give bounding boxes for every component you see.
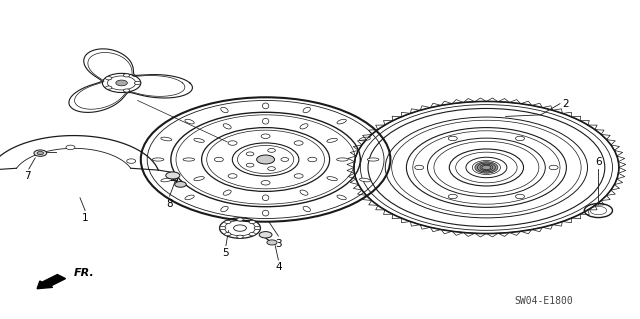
Circle shape	[246, 152, 254, 156]
Circle shape	[415, 165, 424, 170]
Circle shape	[254, 226, 260, 230]
Ellipse shape	[303, 206, 310, 212]
Circle shape	[124, 89, 130, 92]
Circle shape	[475, 162, 498, 173]
Ellipse shape	[194, 177, 204, 181]
Ellipse shape	[337, 119, 346, 124]
Circle shape	[116, 80, 127, 86]
Text: 6: 6	[595, 157, 602, 167]
Circle shape	[261, 134, 270, 138]
Text: 3: 3	[275, 239, 282, 249]
Ellipse shape	[337, 195, 346, 200]
Text: 1: 1	[82, 213, 88, 223]
Circle shape	[477, 163, 495, 172]
Circle shape	[124, 74, 130, 77]
Circle shape	[249, 220, 255, 224]
Ellipse shape	[221, 107, 228, 113]
Ellipse shape	[221, 206, 228, 212]
Circle shape	[214, 157, 223, 162]
Circle shape	[37, 152, 44, 155]
Circle shape	[281, 158, 289, 161]
Circle shape	[294, 174, 303, 178]
Circle shape	[134, 81, 141, 85]
Ellipse shape	[183, 158, 195, 161]
Circle shape	[246, 163, 254, 167]
Text: SW04-E1800: SW04-E1800	[515, 296, 573, 307]
Ellipse shape	[223, 190, 231, 195]
Circle shape	[448, 136, 458, 141]
Ellipse shape	[367, 158, 379, 161]
Text: FR.: FR.	[74, 268, 95, 278]
Text: 8: 8	[166, 199, 173, 209]
Ellipse shape	[337, 158, 348, 161]
Ellipse shape	[300, 124, 308, 129]
Circle shape	[166, 172, 180, 179]
Circle shape	[268, 148, 275, 152]
Circle shape	[175, 182, 186, 187]
Ellipse shape	[262, 118, 269, 124]
Ellipse shape	[327, 177, 337, 181]
Ellipse shape	[327, 138, 337, 142]
Ellipse shape	[262, 195, 269, 201]
Circle shape	[261, 181, 270, 185]
Circle shape	[225, 233, 231, 236]
Circle shape	[549, 165, 558, 170]
Circle shape	[267, 240, 277, 245]
Ellipse shape	[161, 137, 172, 141]
Circle shape	[259, 232, 272, 238]
FancyArrow shape	[37, 275, 65, 289]
Ellipse shape	[262, 103, 269, 109]
Circle shape	[480, 164, 493, 171]
Ellipse shape	[360, 137, 371, 141]
Ellipse shape	[223, 124, 231, 129]
Circle shape	[234, 225, 246, 231]
Circle shape	[516, 194, 525, 199]
Circle shape	[482, 165, 491, 170]
Circle shape	[448, 194, 458, 199]
Circle shape	[106, 86, 112, 89]
Ellipse shape	[262, 210, 269, 216]
Circle shape	[34, 150, 47, 156]
Text: 4: 4	[275, 262, 282, 272]
Ellipse shape	[303, 107, 310, 113]
Circle shape	[308, 157, 317, 162]
Text: 5: 5	[223, 248, 229, 258]
Circle shape	[249, 233, 255, 236]
Circle shape	[257, 155, 275, 164]
Ellipse shape	[185, 119, 194, 124]
Circle shape	[220, 226, 226, 230]
Circle shape	[66, 145, 75, 150]
Ellipse shape	[300, 190, 308, 195]
Ellipse shape	[185, 195, 194, 200]
Circle shape	[225, 220, 231, 224]
Circle shape	[294, 141, 303, 145]
Circle shape	[106, 77, 112, 80]
Ellipse shape	[161, 178, 172, 182]
Circle shape	[237, 235, 243, 238]
Circle shape	[228, 141, 237, 145]
Circle shape	[516, 136, 525, 141]
Circle shape	[268, 167, 275, 171]
Circle shape	[228, 174, 237, 178]
Circle shape	[237, 218, 243, 221]
Text: 2: 2	[562, 99, 568, 109]
Ellipse shape	[360, 178, 371, 182]
Ellipse shape	[194, 138, 204, 142]
Ellipse shape	[152, 158, 164, 161]
Circle shape	[127, 159, 136, 163]
Text: 7: 7	[24, 171, 31, 181]
